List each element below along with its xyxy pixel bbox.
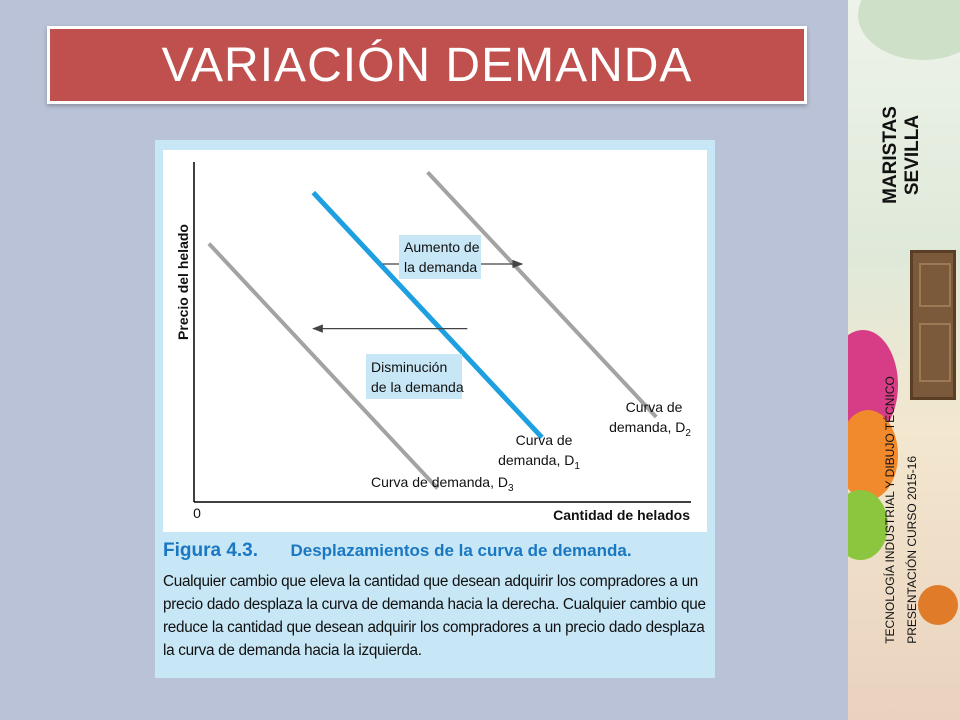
origin-label: 0: [193, 505, 201, 521]
decrease-label: Disminución de la demanda: [371, 359, 464, 395]
brand-line-1: MARISTAS: [880, 106, 901, 204]
x-axis-label: Cantidad de helados: [553, 507, 690, 523]
label-d2: Curva de demanda, D2: [609, 399, 691, 439]
increase-label: Aumento de la demanda: [404, 239, 483, 275]
figure-number: Figura 4.3.: [163, 540, 259, 561]
title-banner: VARIACIÓN DEMANDA: [47, 26, 807, 104]
caption-title-row: Figura 4.3. Desplazamientos de la curva …: [163, 540, 711, 562]
figure-caption: Figura 4.3. Desplazamientos de la curva …: [163, 540, 711, 662]
curve-d2: [426, 170, 658, 419]
y-axis-label: Precio del helado: [175, 224, 191, 340]
label-d1: Curva de demanda, D1: [498, 432, 580, 472]
decorative-side-strip: [848, 0, 960, 720]
door-icon: [910, 250, 956, 400]
decrease-label-box: [366, 354, 462, 399]
footer-line-1: TECNOLOGÍA INDUSTRIAL Y DIBUJO TÉCNICO: [883, 376, 897, 644]
slide-title: VARIACIÓN DEMANDA: [161, 38, 693, 92]
increase-label-box: [399, 235, 481, 279]
demand-shift-chart: Precio del helado Cantidad de helados 0 …: [175, 162, 691, 523]
brand-line-2: SEVILLA: [902, 114, 923, 196]
label-d3: Curva de demanda, D3: [371, 474, 514, 494]
footer-vertical-text: TECNOLOGÍA INDUSTRIAL Y DIBUJO TÉCNICO P…: [878, 325, 924, 695]
decorative-ball-icon: [918, 585, 958, 625]
curve-d1: [311, 190, 544, 440]
caption-body: Cualquier cambio que eleva la cantidad q…: [163, 573, 706, 659]
curve-d3: [207, 242, 439, 490]
brand-label: MARISTAS SEVILLA: [873, 92, 931, 218]
caption-heading: Desplazamientos de la curva de demanda.: [290, 541, 632, 560]
footer-line-2: PRESENTACIÓN CURSO 2015-16: [905, 455, 919, 644]
decorative-blob-orange: [848, 410, 898, 500]
decorative-blob-top: [858, 0, 960, 60]
figure-panel: Precio del helado Cantidad de helados 0 …: [155, 140, 715, 678]
chart-plot-area: Precio del helado Cantidad de helados 0 …: [163, 150, 707, 532]
